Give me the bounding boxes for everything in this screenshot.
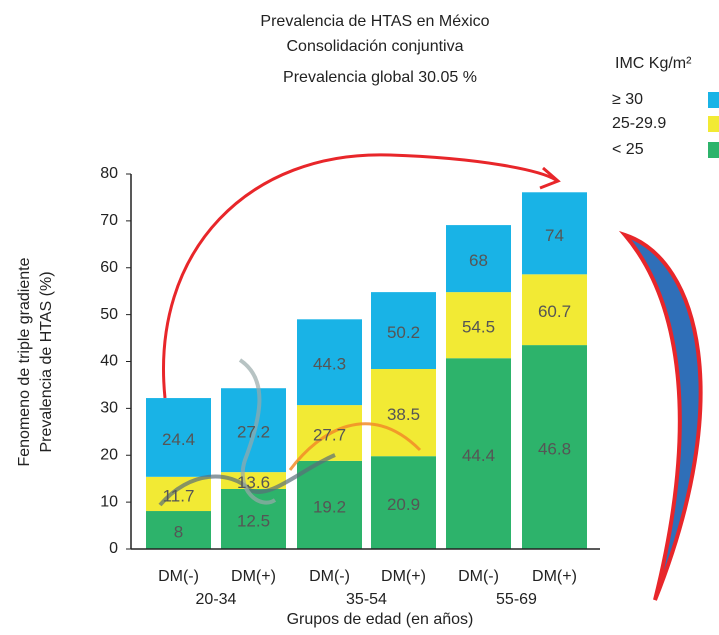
- segment-label: 20.9: [387, 495, 420, 514]
- y-tick-label: 10: [100, 493, 118, 510]
- bar-segment: [371, 456, 436, 549]
- chart-subtitle: Consolidación conjuntiva: [287, 38, 464, 55]
- segment-label: 12.5: [237, 511, 270, 530]
- legend-label: ≥ 30: [612, 91, 643, 108]
- x-tick-label: DM(+): [381, 568, 426, 585]
- orange-arrow: [288, 422, 422, 471]
- legend-swatch: [708, 92, 719, 108]
- bar-segment: [522, 345, 587, 549]
- bar-segment: [146, 476, 211, 512]
- bar-segment: [371, 369, 436, 457]
- segment-label: 54.5: [462, 318, 495, 337]
- bar-segment: [146, 398, 211, 477]
- segment-label: 44.3: [313, 355, 346, 374]
- x-tick-label: DM(-): [458, 568, 499, 585]
- y-tick-label: 20: [100, 446, 118, 463]
- segment-label: 27.7: [313, 425, 346, 444]
- blue-arrow: [618, 230, 703, 601]
- y-tick-label: 50: [100, 306, 118, 323]
- bar-segment: [446, 225, 511, 293]
- y-tick-label: 40: [100, 353, 118, 370]
- segment-label: 13.6: [237, 473, 270, 492]
- y-tick-label: 70: [100, 212, 118, 229]
- segment-label: 11.7: [163, 486, 195, 505]
- group-label: 35-54: [346, 591, 387, 608]
- chart-note: Prevalencia global 30.05 %: [283, 69, 477, 86]
- x-tick-label: DM(-): [309, 568, 350, 585]
- group-label: 20-34: [196, 591, 237, 608]
- bar-segment: [446, 358, 511, 549]
- gray-arrow: [158, 453, 336, 507]
- bar-segment: [297, 460, 362, 549]
- segment-label: 44.4: [462, 446, 495, 465]
- bar-segment: [221, 472, 286, 489]
- red-arrowhead: [539, 166, 561, 190]
- x-tick-label: DM(-): [158, 568, 199, 585]
- red-arrow: [162, 153, 557, 399]
- gray-arrow: [238, 358, 277, 505]
- y-tick-label: 30: [100, 400, 118, 417]
- bar-segment: [446, 292, 511, 359]
- x-tick-label: DM(+): [231, 568, 276, 585]
- segment-label: 46.8: [538, 440, 571, 459]
- bar-segment: [522, 274, 587, 346]
- y-tick-label: 80: [100, 165, 118, 182]
- y-tick-label: 60: [100, 259, 118, 276]
- bar-segment: [522, 192, 587, 275]
- bar-segment: [371, 292, 436, 369]
- segment-label: 38.5: [387, 405, 420, 424]
- bars: [146, 192, 587, 549]
- legend-title: IMC Kg/m²: [615, 55, 692, 72]
- x-axis-label: Grupos de edad (en años): [287, 611, 474, 628]
- y-axis-label: Fenomeno de triple gradiente: [16, 257, 33, 466]
- segment-label: 8: [174, 523, 183, 542]
- legend-label: 25-29.9: [612, 115, 666, 132]
- group-label: 55-69: [496, 591, 537, 608]
- segment-label: 68: [469, 251, 488, 270]
- chart-title: Prevalencia de HTAS en México: [260, 13, 489, 30]
- bar-segment: [297, 319, 362, 406]
- segment-label: 60.7: [538, 302, 571, 321]
- bar-segment: [146, 511, 211, 549]
- x-tick-label: DM(+): [532, 568, 577, 585]
- y-axis-label: Prevalencia de HTAS (%): [38, 271, 55, 452]
- legend-label: < 25: [612, 141, 644, 158]
- legend-swatch: [708, 116, 719, 132]
- segment-label: 50.2: [387, 323, 420, 342]
- legend-swatch: [708, 142, 719, 158]
- segment-label: 74: [545, 226, 564, 245]
- segment-label: 24.4: [162, 430, 195, 449]
- segment-label: 19.2: [313, 497, 346, 516]
- y-tick-label: 0: [109, 540, 118, 557]
- segment-label: 27.2: [237, 423, 270, 442]
